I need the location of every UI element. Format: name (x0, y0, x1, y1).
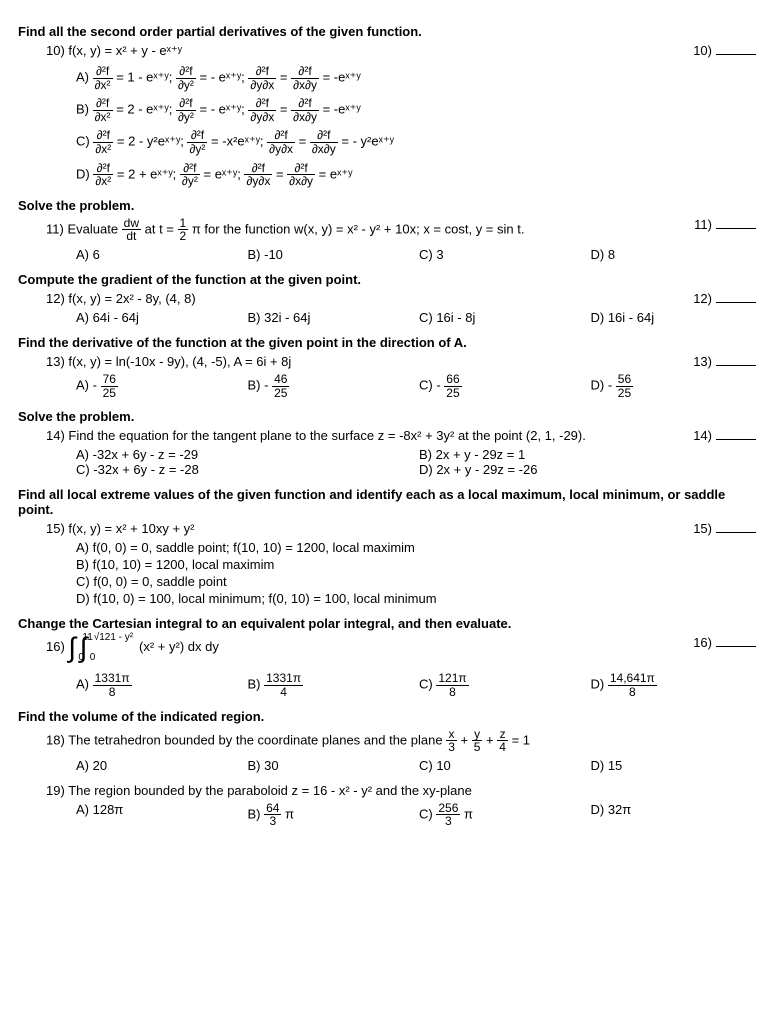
choice-a: A) ∂²f∂x² = 1 - eˣ⁺ʸ; ∂²f∂y² = - eˣ⁺ʸ; ∂… (76, 65, 762, 91)
choice-c: C) f(0, 0) = 0, saddle point (76, 574, 762, 589)
question-18: 18) The tetrahedron bounded by the coord… (46, 728, 762, 773)
q-num: 13) (46, 354, 65, 369)
answer-slot: 11) (686, 217, 762, 232)
choice-c: C) 10 (419, 758, 591, 773)
choice-c: C) - 6625 (419, 373, 591, 399)
section-head: Find all local extreme values of the giv… (18, 487, 762, 517)
choice-a: A) 6 (76, 247, 248, 262)
choice-c: C) -32x + 6y - z = -28 (76, 462, 419, 477)
choice-b: B) 32i - 64j (248, 310, 420, 325)
answer-slot: 14) (686, 428, 762, 443)
choice-d: D) 8 (591, 247, 763, 262)
choice-d: D) 2x + y - 29z = -26 (419, 462, 762, 477)
choice-a: A) 1331π8 (76, 672, 248, 698)
choice-b: B) 30 (248, 758, 420, 773)
section-head: Find the derivative of the function at t… (18, 335, 762, 350)
choice-b: B) - 4625 (248, 373, 420, 399)
section-head: Compute the gradient of the function at … (18, 272, 762, 287)
question-13: 13) f(x, y) = ln(-10x - 9y), (4, -5), A … (46, 354, 762, 399)
question-14: 14) Find the equation for the tangent pl… (46, 428, 762, 477)
choice-a: A) f(0, 0) = 0, saddle point; f(10, 10) … (76, 540, 762, 555)
q-num: 10) (46, 43, 65, 58)
integral-icon: ∫110 (68, 635, 76, 660)
q-text: f(x, y) = x² + 10xy + y² (68, 521, 194, 536)
choice-c: C) 3 (419, 247, 591, 262)
section-head: Solve the problem. (18, 198, 762, 213)
text: The tetrahedron bounded by the coordinat… (68, 732, 446, 747)
text: + (461, 732, 472, 747)
answer-slot: 12) (686, 291, 762, 306)
section-head: Solve the problem. (18, 409, 762, 424)
answer-slot: 10) (686, 43, 762, 58)
question-19: 19) The region bounded by the paraboloid… (46, 783, 762, 828)
choice-c: C) 121π8 (419, 672, 591, 698)
choice-d: D) - 5625 (591, 373, 763, 399)
integrand: (x² + y²) dx dy (139, 639, 219, 654)
q-text: f(x, y) = ln(-10x - 9y), (4, -5), A = 6i… (68, 354, 291, 369)
q-text: The region bounded by the paraboloid z =… (68, 783, 472, 798)
q-text: f(x, y) = 2x² - 8y, (4, 8) (68, 291, 195, 306)
q-num: 12) (46, 291, 65, 306)
text: at t = (145, 221, 178, 236)
section-head: Find all the second order partial deriva… (18, 24, 762, 39)
choice-c: C) 16i - 8j (419, 310, 591, 325)
choice-a: A) -32x + 6y - z = -29 (76, 447, 419, 462)
q-num: 18) (46, 732, 65, 747)
q-num: 14) (46, 428, 65, 443)
answer-slot: 13) (686, 354, 762, 369)
answer-slot: 15) (686, 521, 762, 536)
text: Evaluate (67, 221, 121, 236)
choice-c: C) 2563 π (419, 802, 591, 828)
q-num: 19) (46, 783, 65, 798)
choice-b: B) 2x + y - 29z = 1 (419, 447, 762, 462)
choice-b: B) 1331π4 (248, 672, 420, 698)
section-head: Find the volume of the indicated region. (18, 709, 762, 724)
choice-d: D) 14,641π8 (591, 672, 763, 698)
q-text: f(x, y) = x² + y - eˣ⁺ʸ (68, 43, 182, 58)
integral-icon: ∫√121 - y²0 (80, 635, 88, 660)
choice-b: B) ∂²f∂x² = 2 - eˣ⁺ʸ; ∂²f∂y² = - eˣ⁺ʸ; ∂… (76, 97, 762, 123)
choice-b: B) -10 (248, 247, 420, 262)
choice-a: A) - 7625 (76, 373, 248, 399)
question-12: 12) f(x, y) = 2x² - 8y, (4, 8) 12) A) 64… (46, 291, 762, 325)
choice-b: B) f(10, 10) = 1200, local maximim (76, 557, 762, 572)
choice-d: D) f(10, 0) = 100, local minimum; f(0, 1… (76, 591, 762, 606)
choice-c: C) ∂²f∂x² = 2 - y²eˣ⁺ʸ; ∂²f∂y² = -x²eˣ⁺ʸ… (76, 129, 762, 155)
choice-d: D) 15 (591, 758, 763, 773)
question-16: 16) ∫110 ∫√121 - y²0 (x² + y²) dx dy 16)… (46, 635, 762, 698)
q-num: 16) (46, 639, 65, 654)
text: + (486, 732, 497, 747)
question-11: 11) Evaluate dwdt at t = 12 π for the fu… (46, 217, 762, 262)
choice-a: A) 128π (76, 802, 248, 828)
q-num: 11) (46, 221, 64, 236)
choice-a: A) 64i - 64j (76, 310, 248, 325)
question-10: 10) f(x, y) = x² + y - eˣ⁺ʸ 10) A) ∂²f∂x… (46, 43, 762, 188)
choice-d: D) 16i - 64j (591, 310, 763, 325)
question-15: 15) f(x, y) = x² + 10xy + y² 15) A) f(0,… (46, 521, 762, 606)
choice-d: D) ∂²f∂x² = 2 + eˣ⁺ʸ; ∂²f∂y² = eˣ⁺ʸ; ∂²f… (76, 162, 762, 188)
q-num: 15) (46, 521, 65, 536)
section-head: Change the Cartesian integral to an equi… (18, 616, 762, 631)
choice-b: B) 643 π (248, 802, 420, 828)
answer-slot: 16) (686, 635, 762, 650)
text: π for the function w(x, y) = x² - y² + 1… (192, 221, 525, 236)
choice-d: D) 32π (591, 802, 763, 828)
q-text: Find the equation for the tangent plane … (68, 428, 585, 443)
text: = 1 (512, 732, 530, 747)
choice-a: A) 20 (76, 758, 248, 773)
